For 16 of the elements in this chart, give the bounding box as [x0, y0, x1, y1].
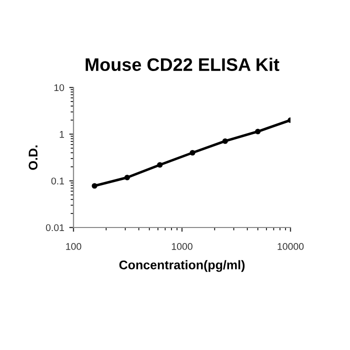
- point: [222, 138, 228, 144]
- y-tick-label: 10: [54, 84, 64, 92]
- y-tick-label: 0.01: [46, 224, 64, 232]
- chart-title: Mouse CD22 ELISA Kit: [86, 58, 280, 72]
- point: [255, 128, 261, 134]
- y-tick-label: 1: [60, 131, 64, 138]
- point: [157, 162, 163, 168]
- x-tick-label: 1000: [172, 243, 192, 250]
- x-axis-title: Concentration(pg/ml): [119, 260, 245, 272]
- point: [92, 183, 98, 189]
- y-axis-title: O.D.: [28, 146, 38, 170]
- y-tick-label: 0.1: [51, 178, 64, 184]
- point: [190, 150, 196, 156]
- x-tick-label: 100: [66, 243, 82, 250]
- point: [124, 174, 130, 180]
- x-tick-label: 10000: [278, 243, 304, 250]
